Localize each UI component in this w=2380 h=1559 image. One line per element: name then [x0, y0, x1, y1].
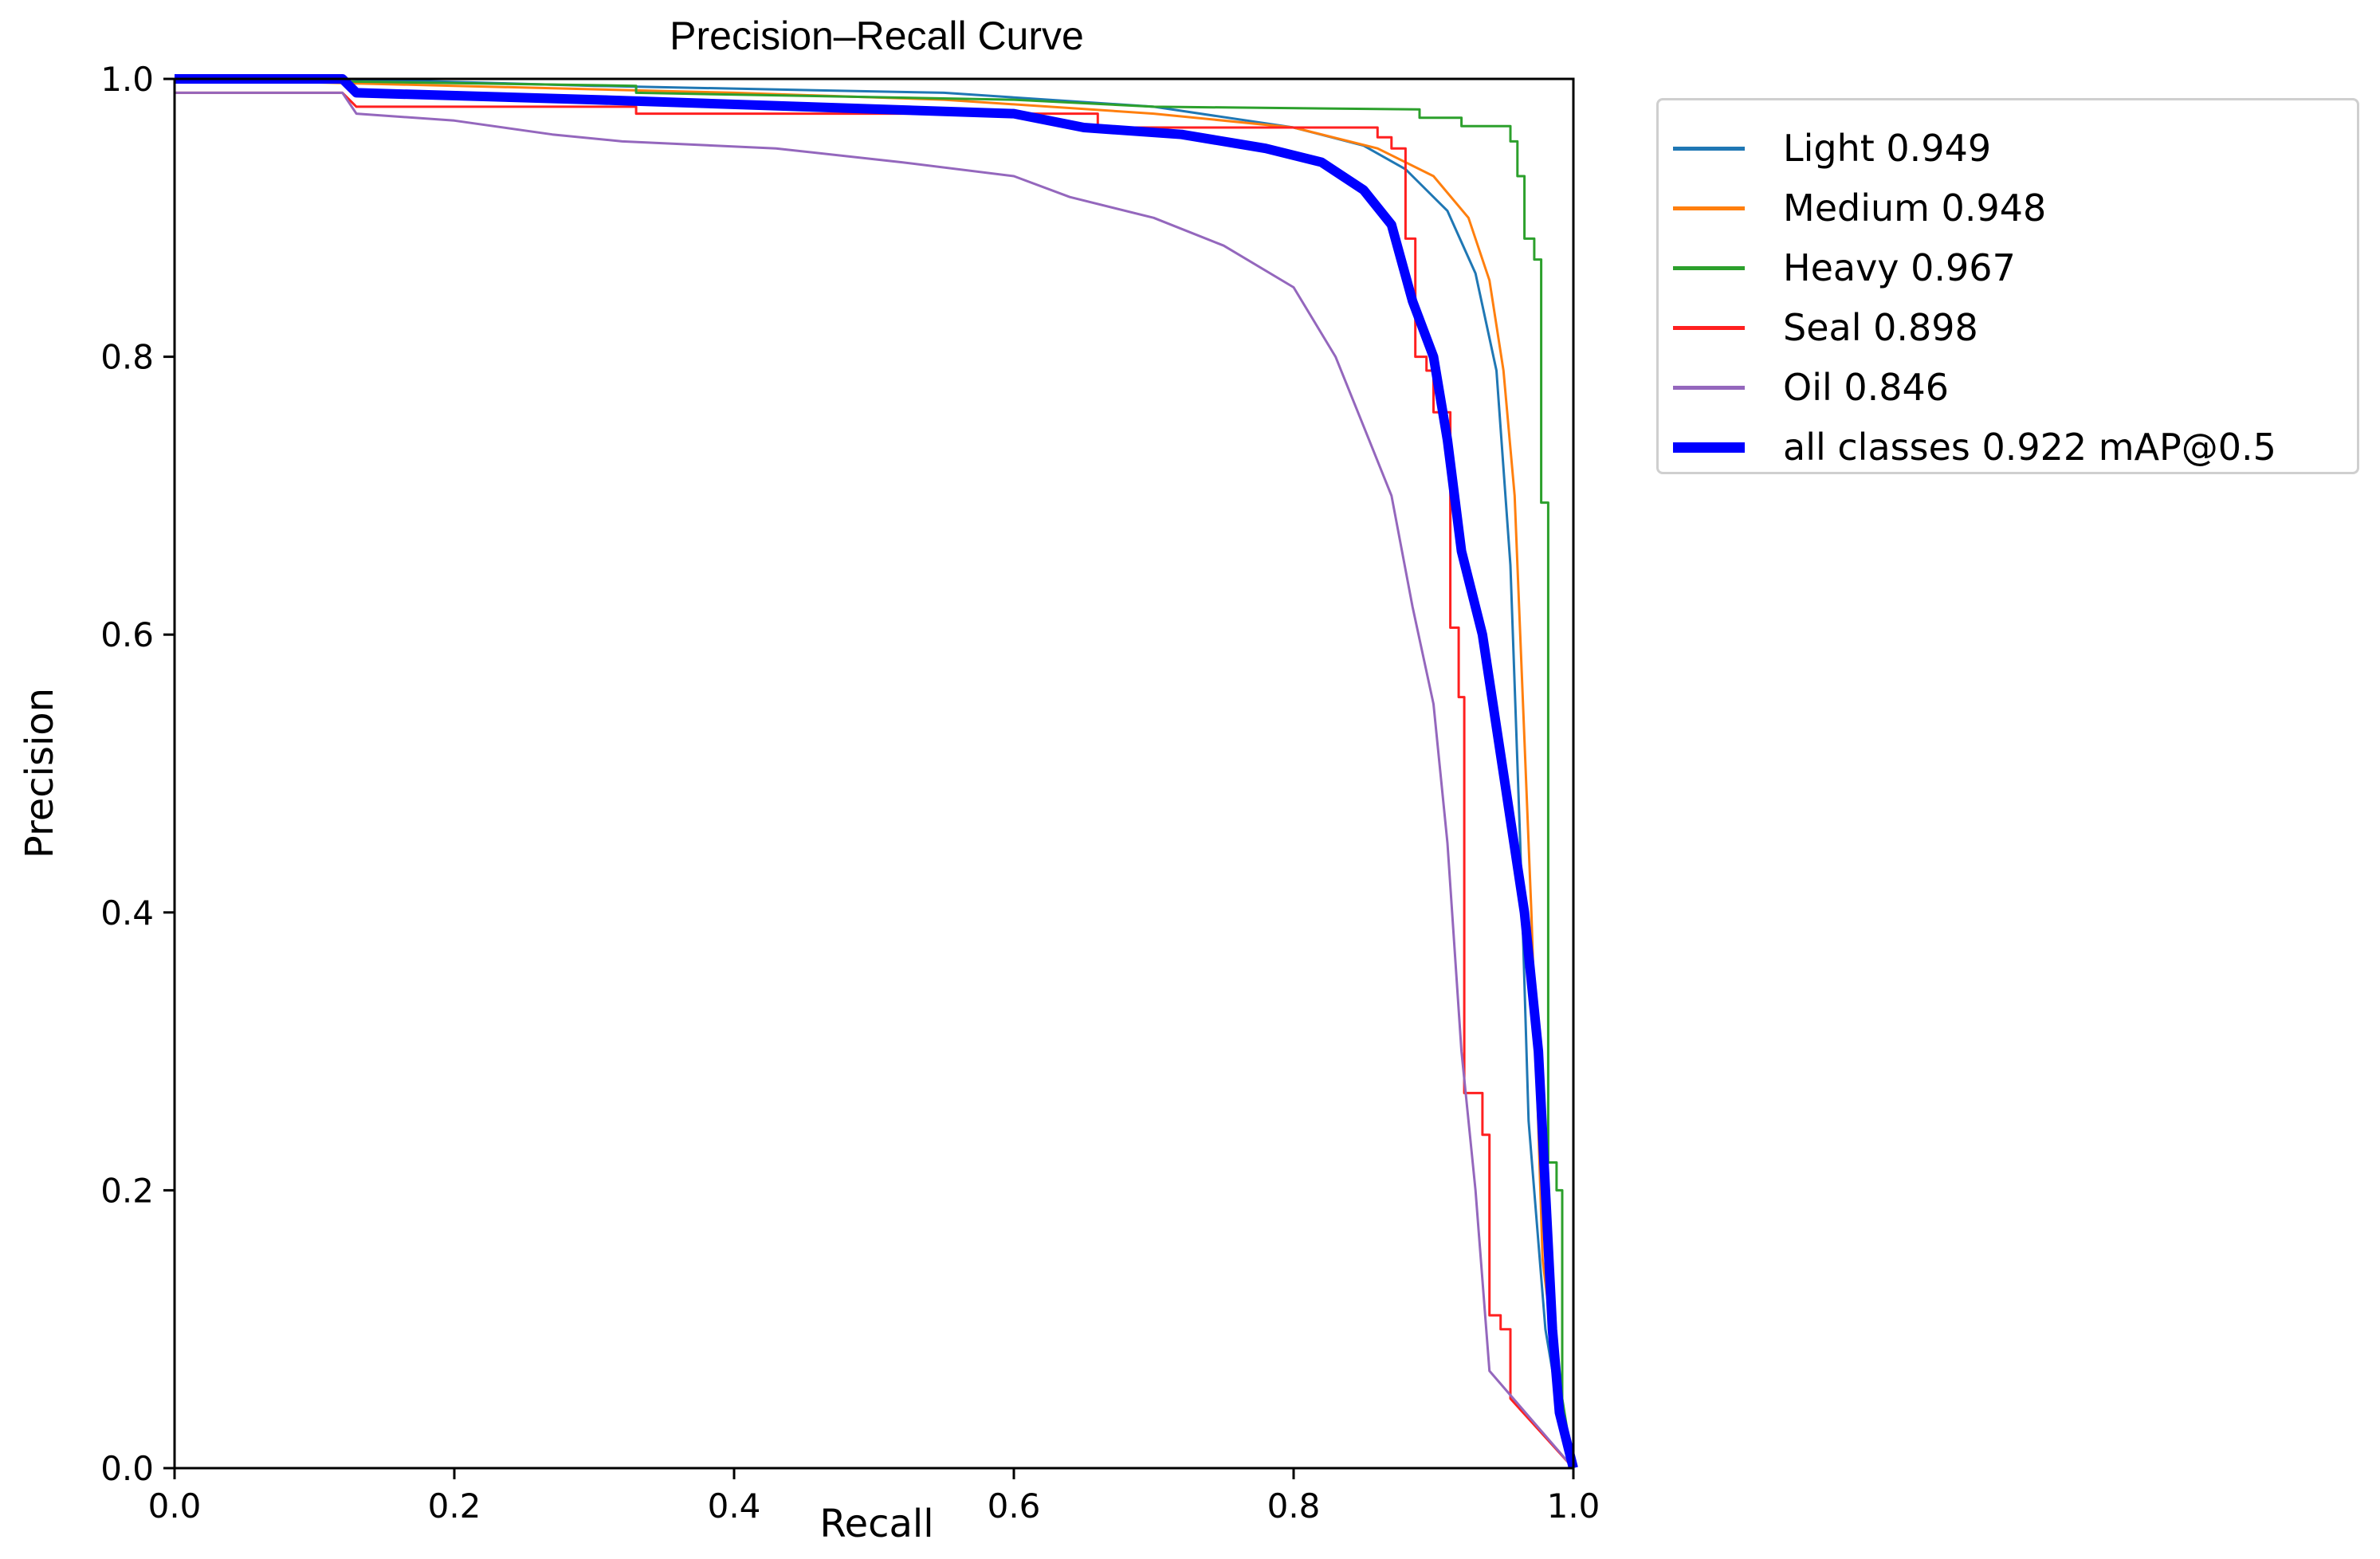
- series-layer: [174, 74, 1578, 1470]
- y-axis-ticks: 0.0 0.2 0.4 0.6 0.8 1.0: [100, 60, 175, 1488]
- y-tick-label: 0.8: [100, 338, 154, 377]
- legend-swatch: [1673, 385, 1745, 390]
- series-line-3: [175, 91, 1575, 1470]
- legend-label: all classes 0.922 mAP@0.5: [1783, 426, 2276, 469]
- x-tick-label: 0.2: [428, 1486, 481, 1526]
- legend-swatch: [1673, 325, 1745, 330]
- legend-label: Heavy 0.967: [1783, 246, 2016, 289]
- legend-swatch: [1673, 146, 1745, 151]
- legend-label: Medium 0.948: [1783, 187, 2047, 230]
- legend-swatch: [1673, 206, 1745, 210]
- legend-item: Medium 0.948: [1659, 184, 2357, 232]
- plot-frame: [173, 77, 1575, 1470]
- legend-item: Seal 0.898: [1659, 304, 2357, 351]
- x-axis-ticks: 0.0 0.2 0.4 0.6 0.8 1.0: [148, 1468, 1600, 1526]
- chart-title: Precision–Recall Curve: [670, 14, 1084, 58]
- legend-item: all classes 0.922 mAP@0.5: [1659, 423, 2357, 471]
- x-axis-label: Recall: [819, 1502, 933, 1546]
- series-line-1: [174, 77, 1575, 1469]
- x-tick-label: 1.0: [1547, 1486, 1600, 1526]
- y-axis-label: Precision: [18, 688, 62, 858]
- legend-item: Heavy 0.967: [1659, 244, 2357, 292]
- series-line-0: [175, 77, 1575, 1469]
- legend-swatch: [1673, 265, 1745, 270]
- y-tick-label: 1.0: [100, 60, 154, 99]
- legend: Light 0.949 Medium 0.948 Heavy 0.967 Seal 0…: [1656, 98, 2359, 474]
- legend-label: Oil 0.846: [1783, 366, 1950, 409]
- y-tick-label: 0.2: [100, 1171, 154, 1210]
- x-tick-label: 0.4: [708, 1486, 761, 1526]
- legend-label: Light 0.949: [1783, 127, 1992, 170]
- legend-swatch: [1673, 442, 1745, 453]
- series-line-2: [174, 77, 1575, 1469]
- y-tick-label: 0.4: [100, 893, 154, 933]
- x-tick-label: 0.6: [988, 1486, 1041, 1526]
- y-tick-label: 0.6: [100, 615, 154, 654]
- series-line-4: [175, 91, 1575, 1469]
- y-tick-label: 0.0: [100, 1449, 154, 1488]
- series-line-5: [175, 74, 1578, 1470]
- x-tick-label: 0.8: [1267, 1486, 1321, 1526]
- legend-item: Light 0.949: [1659, 124, 2357, 172]
- legend-item: Oil 0.846: [1659, 363, 2357, 411]
- legend-label: Seal 0.898: [1783, 306, 1978, 349]
- x-tick-label: 0.0: [148, 1486, 202, 1526]
